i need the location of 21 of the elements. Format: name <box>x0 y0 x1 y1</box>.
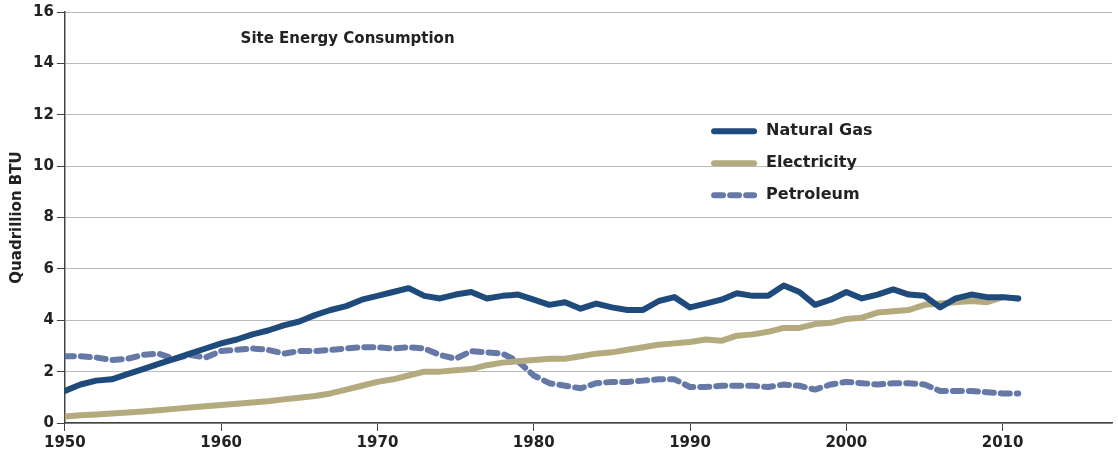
x-tick-label: 2000 <box>825 432 868 451</box>
y-tick-label: 6 <box>43 258 54 277</box>
legend-label: Petroleum <box>766 184 860 204</box>
x-tick-label: 1970 <box>356 432 399 451</box>
y-tick-label: 16 <box>33 1 54 20</box>
legend-label: Natural Gas <box>766 120 873 140</box>
y-tick-label: 8 <box>43 207 54 226</box>
y-axis-title: Quadrillion BTU <box>6 151 25 284</box>
y-tick-label: 14 <box>33 53 54 72</box>
y-tick-label: 2 <box>43 361 54 380</box>
x-tick-label: 1950 <box>44 432 86 451</box>
text: Site Energy Consumption <box>240 28 455 47</box>
y-tick-label: 4 <box>43 310 54 329</box>
x-tick-label: 1980 <box>512 432 555 451</box>
y-tick-label: 12 <box>33 104 54 123</box>
x-tick-label: 1960 <box>200 432 243 451</box>
y-tick-label: 0 <box>43 412 54 431</box>
x-tick-label: 2010 <box>981 432 1024 451</box>
legend-label: Electricity <box>766 152 858 172</box>
x-tick-label: 1990 <box>669 432 711 451</box>
y-tick-label: 10 <box>33 156 54 175</box>
